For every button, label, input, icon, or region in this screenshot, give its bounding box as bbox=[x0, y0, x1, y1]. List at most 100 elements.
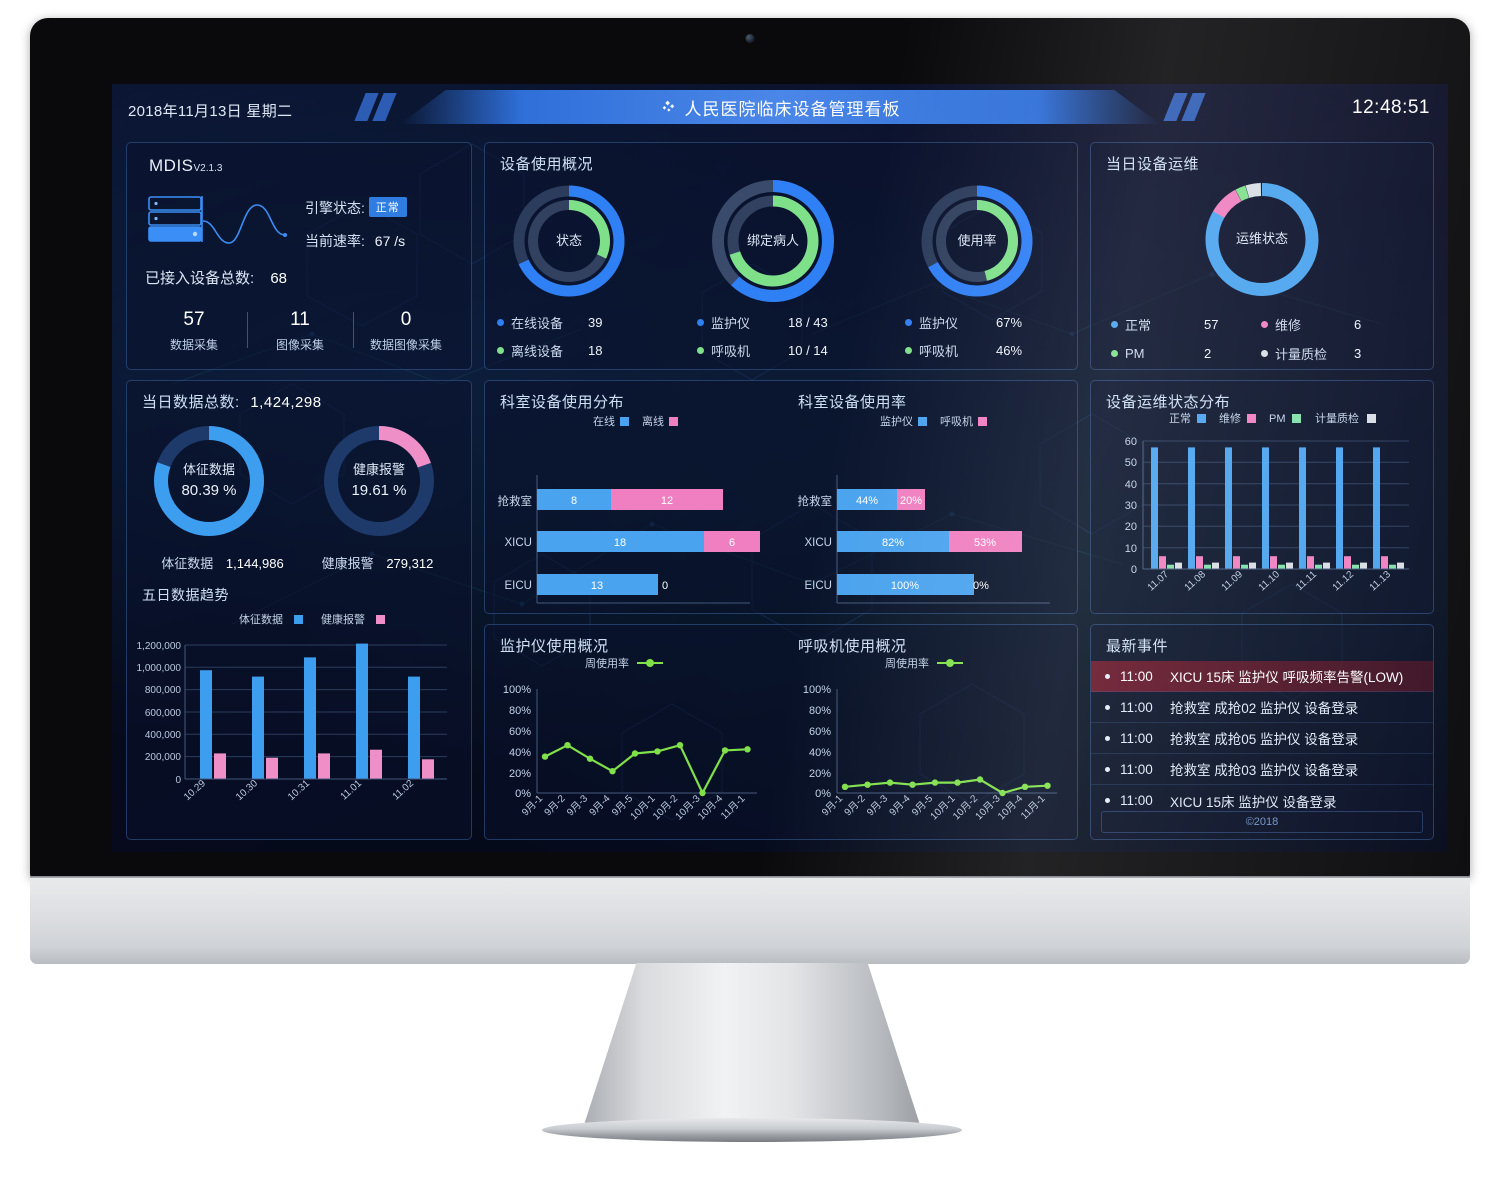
dept-rate-legend: 监护仪 呼吸机 bbox=[880, 414, 987, 428]
data-totals-title: 当日数据总数: 1,424,298 bbox=[142, 391, 322, 412]
trend-bars bbox=[200, 643, 434, 779]
legend-dot-monitor-bound bbox=[697, 319, 704, 326]
maintenance-donut: 运维状态 bbox=[1200, 177, 1325, 302]
svg-text:9月-3: 9月-3 bbox=[864, 792, 890, 818]
svg-text:周使用率: 周使用率 bbox=[885, 656, 929, 670]
svg-text:离线: 离线 bbox=[642, 414, 664, 428]
svg-text:100%: 100% bbox=[503, 684, 531, 696]
stat-value-0: 57 bbox=[183, 309, 205, 330]
svg-text:40: 40 bbox=[1125, 479, 1137, 491]
maint-distribution-panel: 设备运维状态分布 正常 维修 PM 计量质检 bbox=[1090, 380, 1434, 614]
stat-cell-1: 11 图像采集 bbox=[247, 309, 353, 353]
mdis-panel: MDISV2.1.3 引擎状态: bbox=[126, 142, 472, 370]
svg-text:400,000: 400,000 bbox=[145, 730, 182, 741]
dept-distribution-title: 科室设备使用分布 bbox=[500, 394, 625, 411]
svg-text:20%: 20% bbox=[809, 768, 831, 780]
chin-top-edge bbox=[30, 876, 1470, 879]
alarms-total: 健康报警 279,312 bbox=[300, 553, 455, 572]
rate-label: 当前速率: bbox=[305, 233, 365, 249]
svg-text:10.31: 10.31 bbox=[286, 778, 312, 803]
event-time-0: 11:00 bbox=[1120, 668, 1153, 684]
header-title-row: 人民医院临床设备管理看板 bbox=[400, 90, 1160, 124]
legend-dot-pm bbox=[1111, 350, 1118, 357]
svg-text:在线: 在线 bbox=[593, 414, 615, 428]
event-text-0: XICU 15床 监护仪 呼吸频率告警(LOW) bbox=[1170, 670, 1404, 685]
legend-row-qc: 计量质检 3 bbox=[1261, 344, 1411, 363]
svg-text:11.01: 11.01 bbox=[339, 778, 365, 803]
svg-text:PM: PM bbox=[1269, 413, 1286, 425]
monitor-legend: 周使用率 bbox=[585, 656, 663, 670]
gauge-bound-patients: 绑定病人 bbox=[707, 175, 839, 307]
svg-text:0: 0 bbox=[662, 580, 668, 592]
data-totals-panel: 当日数据总数: 1,424,298 体征数据 80.39 % bbox=[126, 380, 472, 840]
trend-legend: 体征数据 健康报警 bbox=[239, 612, 385, 626]
svg-text:20%: 20% bbox=[900, 495, 922, 507]
svg-text:80%: 80% bbox=[809, 705, 831, 717]
legend-label-online: 在线设备 bbox=[511, 316, 564, 331]
trend-title: 五日数据趋势 bbox=[142, 587, 229, 603]
svg-text:18: 18 bbox=[614, 537, 626, 549]
event-bullet-2 bbox=[1105, 735, 1110, 741]
stat-label-1: 图像采集 bbox=[275, 338, 324, 352]
svg-text:EICU: EICU bbox=[505, 580, 532, 592]
event-row-1[interactable]: 11:00 抢救室 成抢02 监护仪 设备登录 bbox=[1091, 692, 1433, 723]
svg-text:13: 13 bbox=[591, 580, 603, 592]
svg-text:11.13: 11.13 bbox=[1368, 569, 1394, 594]
svg-text:9月-3: 9月-3 bbox=[564, 792, 590, 818]
svg-text:800,000: 800,000 bbox=[145, 685, 182, 696]
svg-text:11.11: 11.11 bbox=[1294, 569, 1319, 593]
event-row-0[interactable]: 11:00 XICU 15床 监护仪 呼吸频率告警(LOW) bbox=[1091, 661, 1433, 692]
legend-label-ventilator-rate: 呼吸机 bbox=[919, 344, 959, 359]
maint-bars bbox=[1151, 447, 1404, 569]
event-row-3[interactable]: 11:00 抢救室 成抢03 监护仪 设备登录 bbox=[1091, 754, 1433, 785]
svg-text:11.02: 11.02 bbox=[391, 778, 417, 803]
gauge-status-center: 状态 bbox=[555, 232, 582, 248]
gauge-usage-legend: 监护仪 67% 呼吸机 46% bbox=[905, 313, 1095, 360]
legend-dot-ventilator-rate bbox=[905, 347, 912, 354]
mdis-version: V2.1.3 bbox=[193, 163, 223, 174]
svg-text:0: 0 bbox=[175, 775, 181, 786]
svg-text:44%: 44% bbox=[856, 495, 878, 507]
legend-dot-repair bbox=[1261, 321, 1268, 328]
event-row-2[interactable]: 11:00 抢救室 成抢05 监护仪 设备登录 bbox=[1091, 723, 1433, 754]
svg-text:10.30: 10.30 bbox=[234, 778, 260, 803]
daily-maintenance-title: 当日设备运维 bbox=[1106, 156, 1200, 173]
legend-value-online: 39 bbox=[588, 315, 603, 330]
header-title-text: 人民医院临床设备管理看板 bbox=[684, 99, 901, 119]
gauge-usage-center: 使用率 bbox=[957, 232, 997, 248]
legend-row-pm: PM 2 bbox=[1111, 344, 1261, 363]
legend-label-monitor-rate: 监护仪 bbox=[919, 316, 959, 331]
svg-text:600,000: 600,000 bbox=[145, 708, 182, 719]
svg-text:11.10: 11.10 bbox=[1257, 569, 1283, 594]
svg-text:1,000,000: 1,000,000 bbox=[137, 663, 182, 674]
engine-status-badge: 正常 bbox=[368, 197, 407, 217]
svg-text:抢救室: 抢救室 bbox=[498, 494, 533, 508]
event-row-4[interactable]: 11:00 XICU 15床 监护仪 设备登录 bbox=[1091, 785, 1433, 816]
legend-value-repair: 6 bbox=[1354, 317, 1362, 332]
svg-text:1,200,000: 1,200,000 bbox=[137, 641, 182, 652]
gauge-bound-center: 绑定病人 bbox=[746, 232, 799, 248]
vitals-total: 体征数据 1,144,986 bbox=[145, 553, 300, 572]
total-devices-value: 68 bbox=[270, 270, 288, 287]
legend-value-offline: 18 bbox=[588, 343, 603, 358]
svg-text:82%: 82% bbox=[882, 537, 904, 549]
stat-cell-0: 57 数据采集 bbox=[141, 309, 247, 353]
ventilator-overview-title: 呼吸机使用概况 bbox=[798, 638, 907, 655]
device-usage-title: 设备使用概况 bbox=[500, 156, 594, 173]
legend-label-qc: 计量质检 bbox=[1275, 347, 1328, 362]
svg-text:抢救室: 抢救室 bbox=[798, 494, 833, 508]
donut-alarms-pct: 19.61 % bbox=[351, 481, 407, 499]
device-usage-panel: 设备使用概况 状态 在线设备 39 bbox=[484, 142, 1078, 370]
diamond-cluster-icon bbox=[662, 100, 674, 112]
copyright-footer: ©2018 bbox=[1101, 811, 1423, 833]
event-bullet-3 bbox=[1105, 766, 1110, 772]
gauge-bound-legend: 监护仪 18 / 43 呼吸机 10 / 14 bbox=[697, 313, 887, 360]
svg-text:11.07: 11.07 bbox=[1146, 569, 1172, 594]
monitor-overview-title: 监护仪使用概况 bbox=[500, 638, 609, 655]
event-time-2: 11:00 bbox=[1120, 730, 1153, 746]
events-list[interactable]: 11:00 XICU 15床 监护仪 呼吸频率告警(LOW) 11:00 抢救室… bbox=[1091, 661, 1433, 816]
data-totals-value: 1,424,298 bbox=[250, 394, 322, 411]
svg-text:60: 60 bbox=[1125, 436, 1137, 448]
svg-text:周使用率: 周使用率 bbox=[585, 656, 629, 670]
svg-text:10月-4: 10月-4 bbox=[995, 792, 1025, 822]
